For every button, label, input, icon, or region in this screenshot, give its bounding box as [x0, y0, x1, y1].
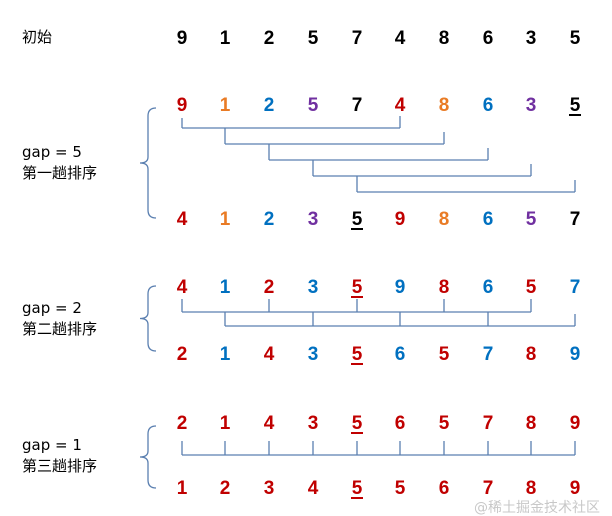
pass2-before-number: 6 [483, 277, 494, 298]
pass2-after-number: 4 [264, 344, 275, 365]
pass1-after-number: 4 [177, 209, 188, 230]
gap-label-1: gap = 5 [22, 143, 82, 161]
pass1-before-number: 1 [220, 95, 231, 116]
pass3-before-number: 2 [177, 413, 188, 434]
pass2-after-number: 1 [220, 344, 231, 365]
pass-label-1: 第一趟排序 [22, 164, 98, 182]
pass2-after-number: 6 [395, 344, 406, 365]
initial-row-number: 1 [220, 28, 231, 49]
pass2-before-number: 3 [308, 277, 319, 298]
pass1-before-number: 8 [439, 95, 450, 116]
pass3-before-number: 8 [526, 413, 537, 434]
pass1-after-number: 2 [264, 209, 275, 230]
initial-row-number: 9 [177, 28, 188, 49]
initial-row-number: 2 [264, 28, 275, 49]
pass2-after-number: 5 [439, 344, 450, 365]
pass1-after-number: 5 [352, 209, 363, 230]
pass3-after-number: 5 [352, 478, 363, 499]
pass1-after-number: 3 [308, 209, 319, 230]
pass2-before-number: 2 [264, 277, 275, 298]
pass2-brace [139, 285, 157, 352]
initial-row-number: 5 [570, 28, 581, 49]
pass3-before-number: 1 [220, 413, 231, 434]
initial-row-number: 6 [483, 28, 494, 49]
initial-row-number: 7 [352, 28, 363, 49]
pass2-after-number: 2 [177, 344, 188, 365]
pass1-before-number: 5 [308, 95, 319, 116]
pass3-after-number: 2 [220, 478, 231, 499]
pass3-before-number: 7 [483, 413, 494, 434]
pass3-after-number: 9 [570, 478, 581, 499]
watermark: @稀土掘金技术社区 [474, 500, 600, 516]
pass3-before-number: 9 [570, 413, 581, 434]
pass1-after-number: 6 [483, 209, 494, 230]
pass1-after-number: 7 [570, 209, 581, 230]
pass1-after-number: 1 [220, 209, 231, 230]
pass1-brace [139, 107, 157, 219]
pass3-before-number: 3 [308, 413, 319, 434]
pass1-after-number: 9 [395, 209, 406, 230]
pass2-before-number: 5 [526, 277, 537, 298]
pass2-after-number: 9 [570, 344, 581, 365]
initial-row-number: 5 [308, 28, 319, 49]
pass2-before-number: 5 [352, 277, 363, 298]
pass2-after-number: 5 [352, 344, 363, 365]
pass2-before-number: 9 [395, 277, 406, 298]
gap-label-2: gap = 2 [22, 299, 82, 317]
pass1-before-number: 6 [483, 95, 494, 116]
pass1-before-number: 5 [570, 95, 581, 116]
pass1-before-number: 3 [526, 95, 537, 116]
initial-row-number: 3 [526, 28, 537, 49]
gap-label-3: gap = 1 [22, 436, 82, 454]
pass2-before-number: 1 [220, 277, 231, 298]
pass1-after-number: 5 [526, 209, 537, 230]
pass3-after-number: 1 [177, 478, 188, 499]
initial-row-number: 4 [395, 28, 406, 49]
initial-row-number: 8 [439, 28, 450, 49]
pass3-after-number: 7 [483, 478, 494, 499]
pass3-after-number: 6 [439, 478, 450, 499]
pass2-before-number: 8 [439, 277, 450, 298]
pass-label-2: 第二趟排序 [22, 320, 98, 338]
initial-label: 初始 [22, 28, 53, 46]
pass3-brace [139, 425, 157, 489]
pass2-before-number: 7 [570, 277, 581, 298]
pass1-before-number: 7 [352, 95, 363, 116]
pass3-before-number: 4 [264, 413, 275, 434]
pass1-before-number: 2 [264, 95, 275, 116]
pass2-after-number: 7 [483, 344, 494, 365]
pass3-before-number: 5 [352, 413, 363, 434]
pass2-after-number: 8 [526, 344, 537, 365]
pass3-before-number: 5 [439, 413, 450, 434]
pass3-after-number: 4 [308, 478, 319, 499]
pass3-before-number: 6 [395, 413, 406, 434]
pass1-after-number: 8 [439, 209, 450, 230]
pass1-before-number: 9 [177, 95, 188, 116]
pass-label-3: 第三趟排序 [22, 457, 98, 475]
pass1-before-number: 4 [395, 95, 406, 116]
pass3-after-number: 8 [526, 478, 537, 499]
pass2-after-number: 3 [308, 344, 319, 365]
pass3-after-number: 3 [264, 478, 275, 499]
pass3-after-number: 5 [395, 478, 406, 499]
pass2-before-number: 4 [177, 277, 188, 298]
